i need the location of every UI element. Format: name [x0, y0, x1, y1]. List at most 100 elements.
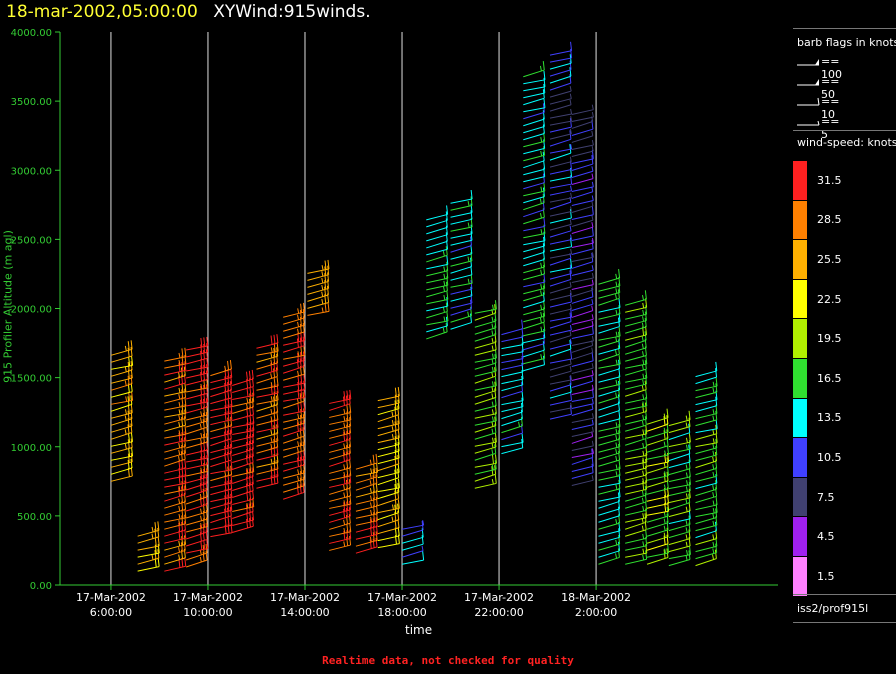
- barb-feather: [540, 326, 543, 332]
- barb-shaft: [625, 368, 647, 376]
- barb-feather: [127, 417, 130, 427]
- barb-feather: [249, 387, 252, 397]
- barb-feather: [685, 534, 688, 540]
- barb-feather: [300, 303, 303, 313]
- barb-feather: [324, 260, 327, 270]
- barb-feather: [205, 370, 208, 380]
- barb-column: [329, 389, 352, 551]
- barb-shaft: [329, 446, 351, 453]
- barb-feather: [302, 470, 305, 480]
- barb-shaft: [625, 509, 647, 516]
- barb-shaft: [186, 518, 208, 526]
- barb-feather: [375, 511, 378, 521]
- barb-shaft: [571, 242, 594, 248]
- barb-feather: [712, 471, 715, 478]
- barb-feather: [641, 497, 644, 503]
- barb-feather: [540, 304, 543, 310]
- barb-shaft: [501, 425, 523, 434]
- barb-feather: [200, 344, 203, 354]
- barb-feather: [302, 357, 305, 367]
- barb-shaft: [329, 487, 351, 495]
- barb-feather: [248, 518, 251, 528]
- barb-shaft: [549, 201, 572, 210]
- barb-feather: [246, 502, 249, 509]
- barb-feather: [302, 420, 305, 430]
- barb-feather: [685, 444, 688, 450]
- barb-feather: [127, 341, 130, 351]
- barb-feather: [300, 346, 303, 356]
- barb-feather: [521, 397, 524, 407]
- barb-shaft: [164, 557, 186, 565]
- barb-shaft: [668, 476, 691, 483]
- barb-shaft: [549, 133, 572, 140]
- barb-feather: [270, 373, 273, 379]
- barb-feather: [712, 443, 715, 449]
- x-tick-label-time: 14:00:00: [280, 606, 329, 619]
- barb-feather: [491, 442, 494, 449]
- barb-feather: [300, 374, 303, 384]
- barb-feather: [715, 445, 718, 456]
- barb-feather: [446, 205, 449, 215]
- barb-feather: [521, 342, 524, 352]
- barb-feather: [641, 490, 644, 497]
- barb-shaft: [549, 161, 572, 168]
- barb-column: [185, 336, 209, 568]
- barb-feather: [273, 391, 276, 401]
- barb-feather: [591, 363, 594, 369]
- barb-shaft: [450, 302, 473, 309]
- barb-shaft: [232, 442, 254, 449]
- barb-shaft: [523, 196, 545, 204]
- barb-feather: [569, 74, 572, 84]
- barb-feather: [252, 490, 255, 500]
- barb-shaft: [426, 263, 448, 270]
- barb-feather: [443, 294, 446, 301]
- barb-feather: [591, 226, 594, 236]
- barb-shaft: [355, 482, 378, 491]
- barb-shaft: [668, 497, 691, 504]
- barb-feather: [591, 335, 594, 342]
- barb-shaft: [256, 468, 278, 475]
- speed-legend-label: 31.5: [817, 173, 842, 187]
- barb-feather: [569, 156, 572, 162]
- barb-shaft: [426, 331, 448, 340]
- barb-feather: [618, 423, 621, 434]
- barb-feather: [543, 321, 546, 332]
- barb-shaft: [426, 298, 448, 305]
- barb-feather: [494, 454, 497, 464]
- barb-feather: [127, 375, 130, 385]
- speed-legend-item: 13.5: [793, 398, 896, 439]
- barb-shaft: [523, 126, 545, 134]
- speed-legend-item: 4.5: [793, 517, 896, 557]
- barb-feather: [178, 540, 181, 547]
- barb-feather: [343, 530, 346, 540]
- barb-feather: [542, 193, 545, 203]
- barb-feather: [445, 218, 448, 228]
- barb-shaft: [695, 442, 718, 448]
- barb-shaft: [571, 436, 593, 444]
- barb-shaft: [625, 545, 647, 551]
- barb-feather: [645, 550, 648, 560]
- barb-shaft: [646, 423, 669, 432]
- barb-feather: [663, 484, 666, 490]
- barb-shaft: [256, 350, 279, 356]
- barb-feather: [642, 394, 645, 400]
- barb-feather: [644, 486, 647, 496]
- barb-shaft: [646, 557, 669, 565]
- barb-feather: [270, 429, 273, 436]
- barb-shaft: [625, 461, 647, 467]
- barb-feather: [276, 353, 279, 364]
- barb-shaft: [164, 369, 186, 376]
- barb-shaft: [646, 488, 669, 495]
- barb-feather: [249, 434, 252, 444]
- barb-shaft: [625, 488, 647, 495]
- barb-shaft: [571, 235, 594, 241]
- barb-shaft: [283, 382, 305, 388]
- barb-feather: [252, 462, 255, 472]
- barb-feather: [642, 470, 645, 476]
- barb-feather: [615, 309, 618, 315]
- barb-shaft: [232, 490, 254, 498]
- barb-shaft: [474, 468, 497, 475]
- barb-column: [355, 453, 379, 554]
- barb-feather: [202, 412, 205, 422]
- barb-shaft: [625, 377, 647, 383]
